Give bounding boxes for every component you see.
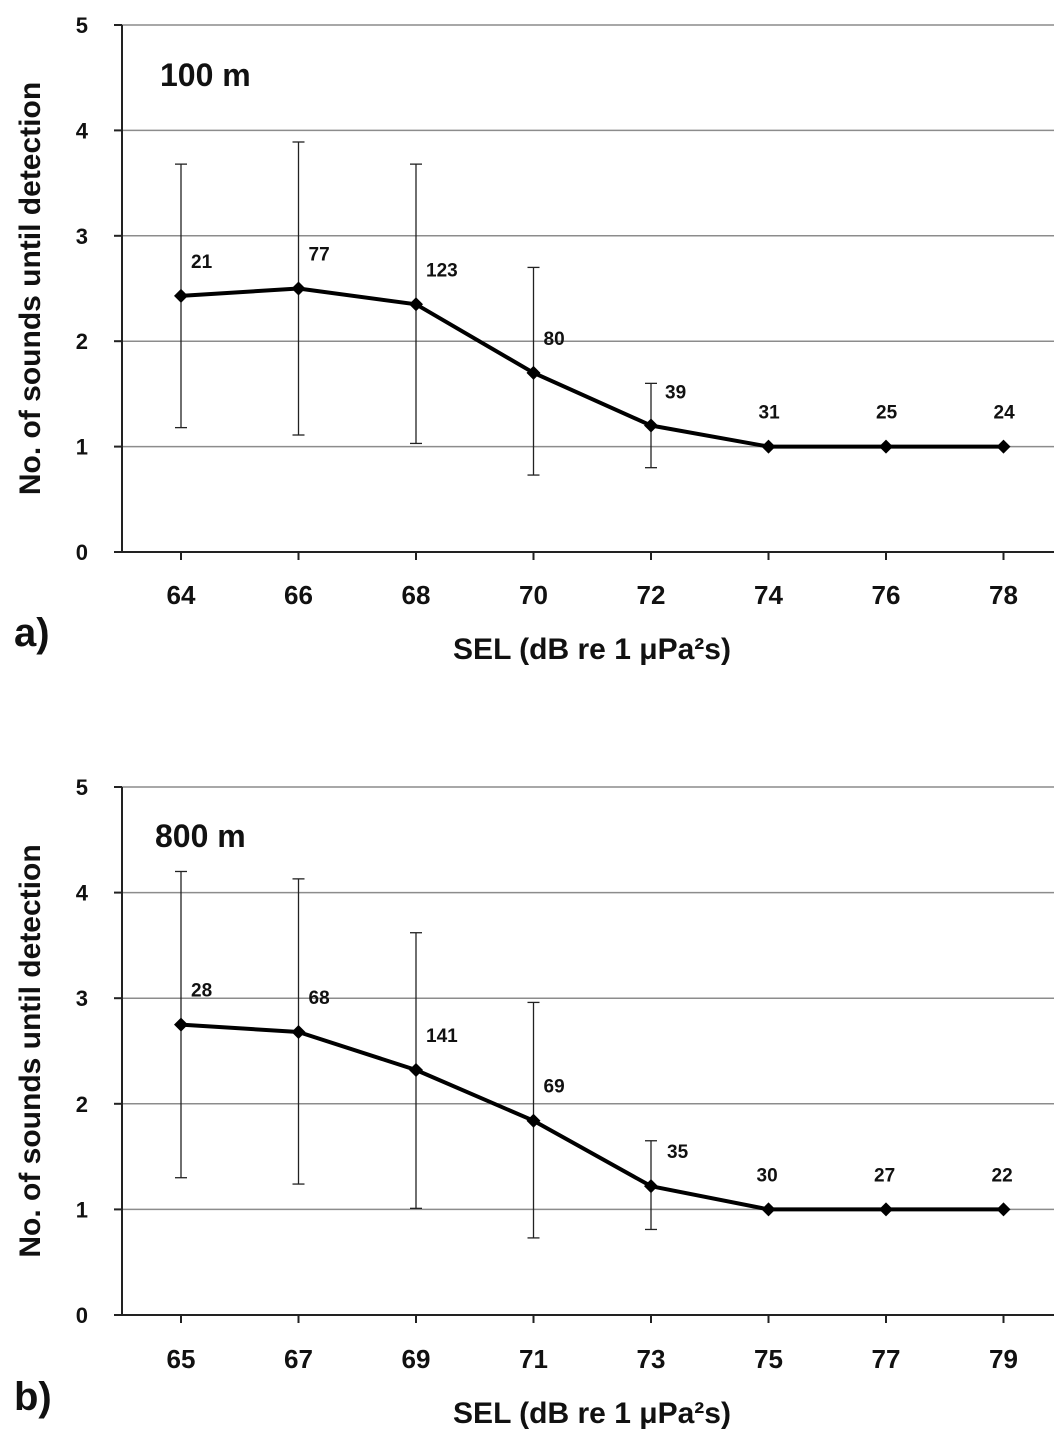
data-point bbox=[644, 418, 658, 433]
y-tick-label: 1 bbox=[76, 1197, 88, 1222]
y-tick-label: 4 bbox=[76, 881, 89, 906]
data-point bbox=[879, 439, 893, 454]
data-point bbox=[644, 1179, 658, 1194]
data-label: 24 bbox=[994, 403, 1016, 424]
data-point bbox=[291, 281, 306, 296]
data-point bbox=[291, 1024, 306, 1039]
data-point bbox=[526, 365, 541, 380]
data-point bbox=[996, 1202, 1011, 1217]
x-tick-label: 77 bbox=[872, 1344, 901, 1374]
data-label: 77 bbox=[309, 245, 330, 266]
x-tick-label: 74 bbox=[754, 580, 783, 610]
x-tick-label: 78 bbox=[989, 580, 1018, 610]
x-tick-label: 73 bbox=[637, 1344, 666, 1374]
data-label: 30 bbox=[757, 1165, 778, 1186]
x-tick-label: 69 bbox=[402, 1344, 431, 1374]
y-tick-label: 5 bbox=[76, 775, 88, 800]
data-label: 27 bbox=[874, 1165, 895, 1186]
data-label: 35 bbox=[667, 1142, 689, 1163]
x-tick-label: 68 bbox=[402, 580, 431, 610]
y-tick-label: 4 bbox=[76, 118, 89, 143]
data-label: 39 bbox=[665, 383, 686, 404]
x-tick-label: 65 bbox=[167, 1344, 196, 1374]
x-axis-label: SEL (dB re 1 μPa²s) bbox=[453, 633, 731, 666]
data-point bbox=[409, 1063, 423, 1078]
y-axis-label: No. of sounds until detection bbox=[14, 844, 47, 1257]
data-label: 123 bbox=[426, 260, 458, 281]
x-tick-label: 75 bbox=[754, 1344, 783, 1374]
x-tick-label: 72 bbox=[637, 580, 666, 610]
panel-annotation: 800 m bbox=[155, 818, 246, 854]
y-tick-label: 0 bbox=[76, 1303, 88, 1328]
data-point bbox=[761, 439, 776, 454]
data-point bbox=[174, 1017, 188, 1032]
x-tick-label: 71 bbox=[519, 1344, 548, 1374]
data-label: 141 bbox=[426, 1026, 458, 1047]
x-tick-label: 76 bbox=[872, 580, 901, 610]
y-tick-label: 3 bbox=[76, 224, 88, 249]
data-label: 21 bbox=[191, 252, 213, 273]
data-point bbox=[526, 1113, 541, 1128]
data-label: 28 bbox=[191, 981, 212, 1002]
x-tick-label: 67 bbox=[284, 1344, 313, 1374]
data-label: 25 bbox=[876, 403, 898, 424]
data-label: 68 bbox=[309, 988, 330, 1009]
data-point bbox=[996, 439, 1011, 454]
y-tick-label: 2 bbox=[76, 329, 88, 354]
y-tick-label: 3 bbox=[76, 986, 88, 1011]
data-point bbox=[761, 1202, 776, 1217]
x-tick-label: 79 bbox=[989, 1344, 1018, 1374]
series-line bbox=[180, 286, 1004, 449]
data-label: 31 bbox=[759, 403, 781, 424]
data-point bbox=[174, 288, 188, 303]
y-tick-label: 5 bbox=[76, 13, 88, 38]
data-label: 22 bbox=[992, 1165, 1013, 1186]
panel-annotation: 100 m bbox=[160, 57, 251, 93]
x-tick-label: 64 bbox=[167, 580, 196, 610]
data-point bbox=[409, 297, 423, 312]
y-tick-label: 1 bbox=[76, 435, 88, 460]
chart-panel-b: 0 1 2 3 4 5 65 67 69 71 73 75 77 79 28 68 141 69 35 30 27 22 8… bbox=[14, 775, 1054, 1430]
data-label: 80 bbox=[544, 329, 565, 350]
x-axis-label: SEL (dB re 1 μPa²s) bbox=[453, 1397, 731, 1430]
data-point bbox=[879, 1202, 893, 1217]
x-tick-label: 70 bbox=[519, 580, 548, 610]
panel-label: a) bbox=[14, 611, 50, 655]
data-label: 69 bbox=[544, 1077, 565, 1098]
x-tick-label: 66 bbox=[284, 580, 313, 610]
y-tick-label: 2 bbox=[76, 1092, 88, 1117]
series-line bbox=[180, 1022, 1004, 1212]
panel-label: b) bbox=[14, 1375, 52, 1419]
y-tick-label: 0 bbox=[76, 540, 88, 565]
y-axis-label: No. of sounds until detection bbox=[14, 82, 47, 495]
